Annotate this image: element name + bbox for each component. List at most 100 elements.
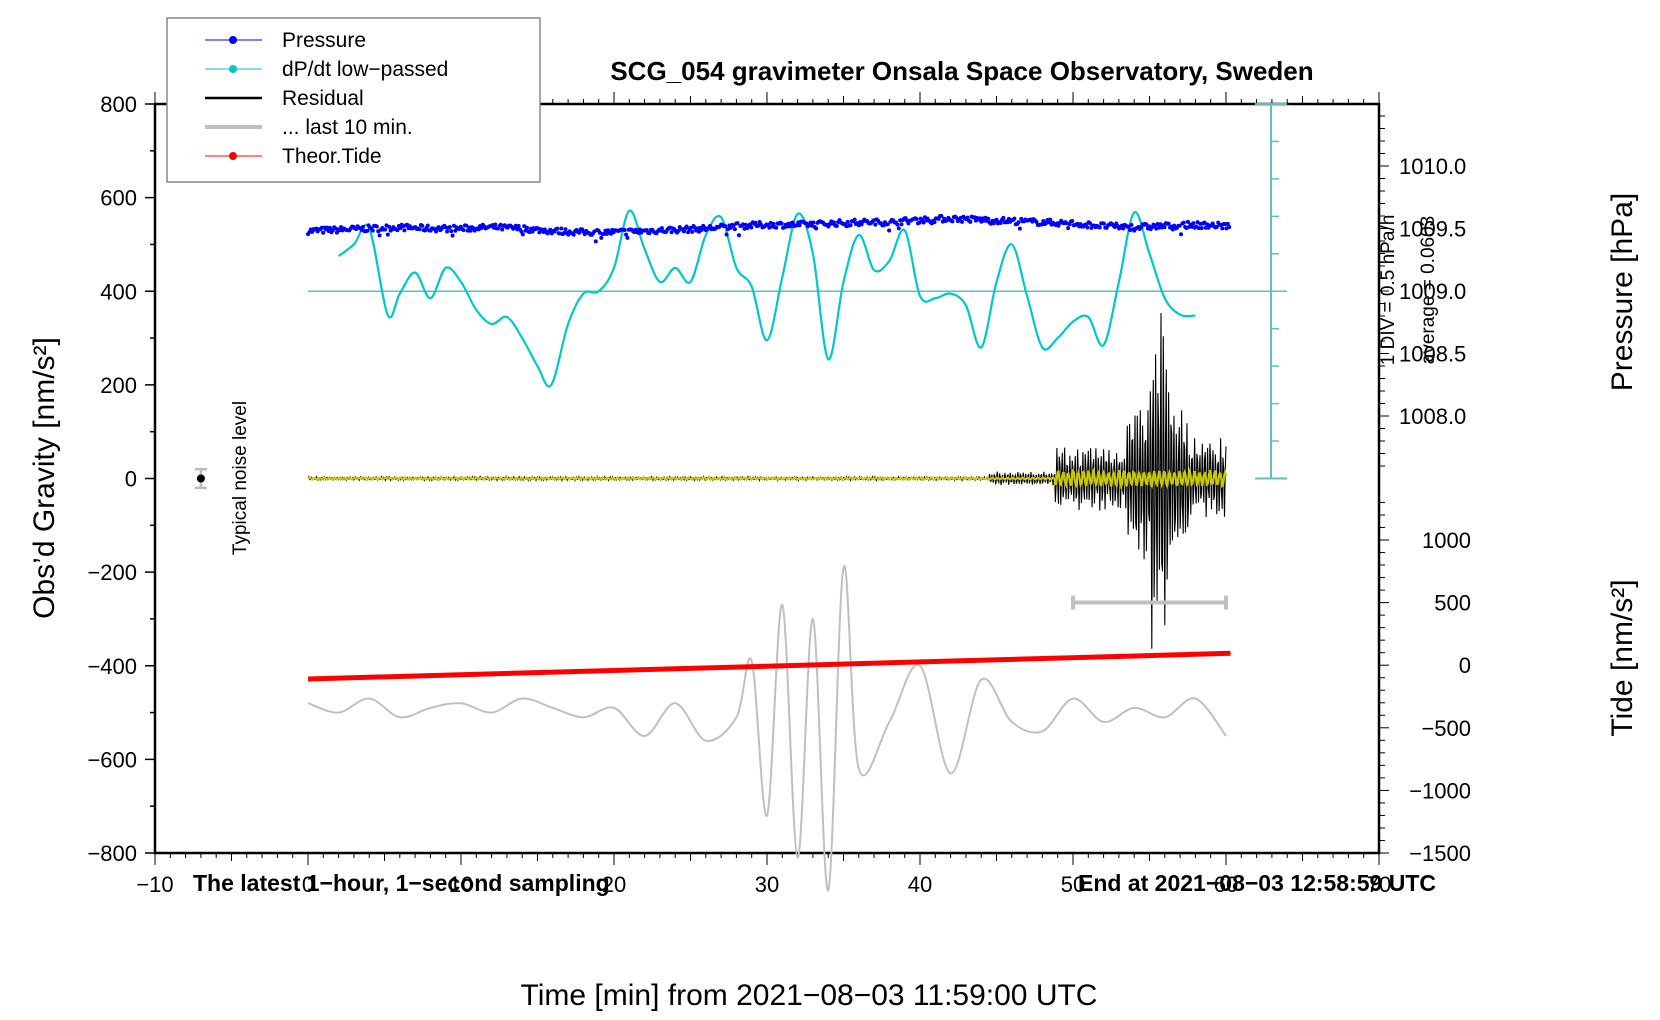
series-pressure — [306, 214, 1232, 244]
noise-level-label: Typical noise level — [230, 401, 251, 555]
y-tide-tick-label: −1000 — [1409, 778, 1471, 803]
pressure-point — [1185, 219, 1190, 224]
pressure-point — [330, 228, 335, 233]
pressure-point — [749, 225, 754, 230]
series-gray-residual — [307, 565, 1227, 892]
noise-level-marker — [194, 467, 207, 490]
y-pressure-tick-label: 1008.5 — [1399, 342, 1466, 367]
pressure-point — [669, 230, 674, 235]
pressure-point — [1139, 225, 1144, 230]
pressure-point — [896, 226, 901, 231]
pressure-point — [450, 233, 455, 238]
pressure-point — [493, 222, 498, 227]
average-label: average = 0.0603 — [1418, 216, 1439, 364]
pressure-point — [1203, 225, 1208, 230]
pressure-point — [1017, 226, 1022, 231]
y-right-ticks: 1010.0 1009.5 1009.0 1008.5 1008.0 1000 500 0 −5… — [1379, 115, 1471, 866]
pressure-point — [1129, 222, 1134, 227]
pressure-point — [395, 228, 400, 233]
pressure-point — [516, 223, 521, 228]
y-left-tick-label: −600 — [87, 747, 137, 772]
pressure-point — [449, 229, 454, 234]
pressure-point — [684, 224, 689, 229]
y-left-tick-label: 200 — [100, 373, 137, 398]
y-left-tick-label: −200 — [87, 560, 137, 585]
pressure-point — [1034, 219, 1039, 224]
legend-label: ... last 10 min. — [282, 116, 413, 139]
legend-box — [166, 17, 541, 183]
pressure-point — [524, 225, 529, 230]
pressure-point — [832, 220, 837, 225]
pressure-point — [732, 227, 737, 232]
pressure-point — [321, 230, 326, 235]
pressure-point — [1220, 226, 1225, 231]
legend-swatch-dot — [229, 152, 237, 160]
noise-point — [196, 474, 205, 483]
x-axis-title: Time [min] from 2021−08−03 11:59:00 UTC — [521, 979, 1098, 1012]
pressure-point — [917, 220, 922, 225]
pressure-point — [686, 230, 691, 235]
legend-swatch-dot — [229, 65, 237, 73]
y-tide-axis-title: Tide [nm/s²] — [1606, 579, 1639, 736]
pressure-point — [1191, 221, 1196, 226]
pressure-point — [374, 224, 379, 229]
y-pressure-tick-label: 1009.0 — [1399, 279, 1466, 304]
pressure-point — [771, 221, 776, 226]
pressure-point — [624, 232, 629, 237]
pressure-point — [1166, 221, 1171, 226]
pressure-point — [895, 222, 900, 227]
pressure-point — [562, 230, 567, 235]
pressure-point — [965, 215, 970, 220]
pressure-point — [1101, 221, 1106, 226]
y-tide-tick-label: −1500 — [1409, 841, 1471, 866]
pressure-point — [834, 223, 839, 228]
x-tick-label: 70 — [1367, 872, 1391, 897]
pressure-point — [1070, 219, 1075, 224]
pressure-point — [334, 230, 339, 235]
pressure-point — [753, 220, 758, 225]
pressure-point — [960, 219, 965, 224]
pressure-point — [377, 233, 382, 238]
pressure-point — [1041, 219, 1046, 224]
y-pressure-tick-label: 1010.0 — [1399, 154, 1466, 179]
pressure-point — [383, 227, 388, 232]
pressure-point — [787, 224, 792, 229]
y-left-tick-label: −400 — [87, 654, 137, 679]
pressure-point — [887, 228, 892, 233]
pressure-point — [530, 229, 535, 234]
pressure-point — [748, 222, 753, 227]
pressure-point — [1181, 220, 1186, 225]
pressure-point — [537, 230, 542, 235]
pressure-point — [986, 216, 991, 221]
pressure-point — [814, 226, 819, 231]
y-left-tick-label: 800 — [100, 92, 137, 117]
pressure-point — [593, 239, 598, 244]
pressure-point — [1214, 224, 1219, 229]
legend-swatch-dot — [229, 36, 237, 44]
pressure-point — [998, 221, 1003, 226]
pressure-point — [659, 226, 664, 231]
pressure-point — [914, 216, 919, 221]
legend: Pressure dP/dt low−passed Residual ... last… — [166, 17, 541, 183]
pressure-point — [939, 214, 944, 219]
pressure-point — [724, 232, 729, 237]
pressure-point — [555, 226, 560, 231]
x-tick-label: 50 — [1061, 872, 1085, 897]
y-left-axis-title: Obs’d Gravity [nm/s²] — [28, 337, 61, 619]
y-tide-tick-label: 500 — [1434, 591, 1471, 616]
pressure-point — [797, 223, 802, 228]
y-tide-tick-label: 1000 — [1422, 528, 1471, 553]
series-layer — [306, 209, 1232, 892]
x-tick-label: 0 — [302, 872, 314, 897]
pressure-point — [728, 225, 733, 230]
x-tick-label: 10 — [449, 872, 473, 897]
y-pressure-axis-title: Pressure [hPa] — [1606, 193, 1639, 391]
pressure-point — [387, 224, 392, 229]
pressure-point — [500, 227, 505, 232]
pressure-point — [625, 235, 630, 240]
pressure-point — [1084, 222, 1089, 227]
pressure-point — [577, 230, 582, 235]
legend-label: Residual — [282, 87, 364, 110]
y-left-tick-label: −800 — [87, 841, 137, 866]
